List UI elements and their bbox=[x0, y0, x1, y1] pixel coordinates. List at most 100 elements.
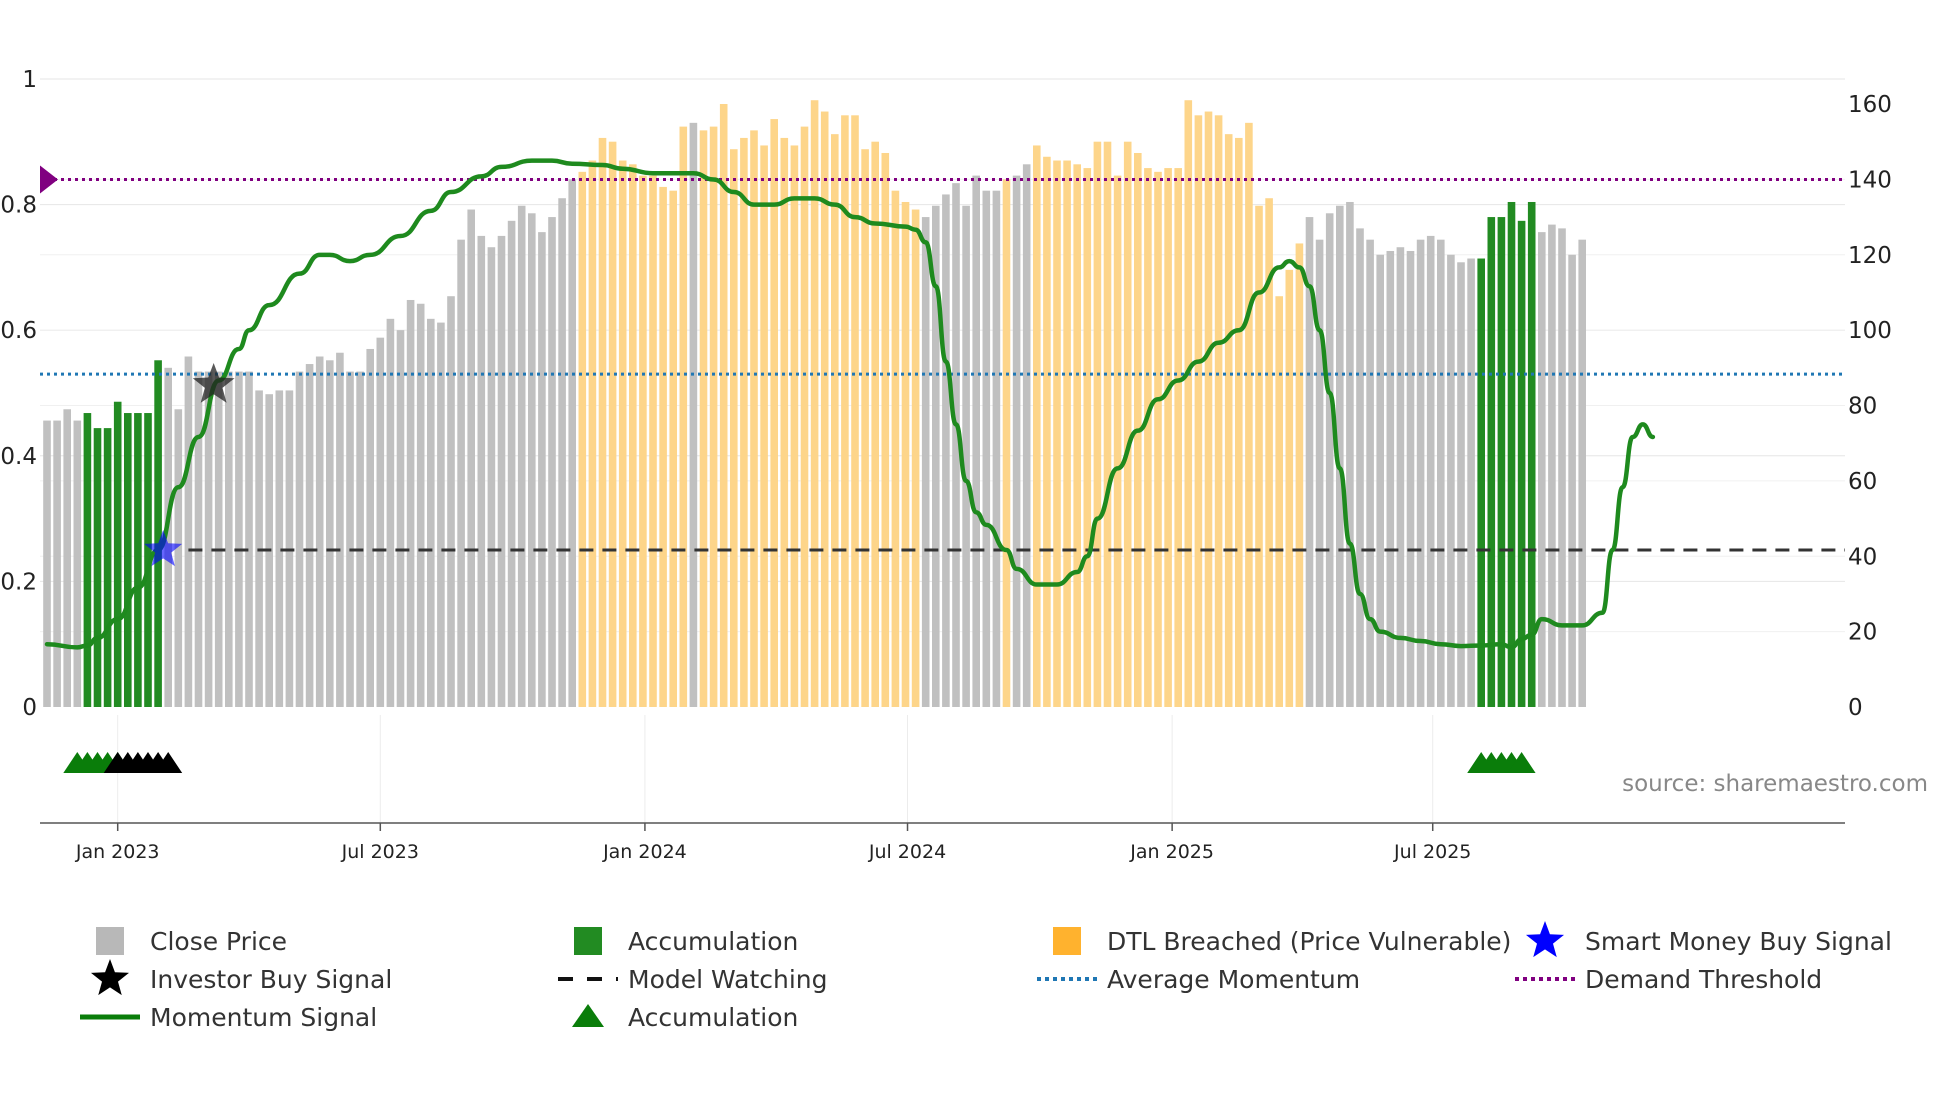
close-price-bar bbox=[295, 371, 304, 707]
dtl-breached-bar bbox=[618, 160, 627, 707]
close-price-bar bbox=[356, 371, 364, 707]
dtl-breached-bar bbox=[1123, 141, 1132, 707]
dtl-breached-bar bbox=[1033, 145, 1041, 708]
x-axis-tick-label: Jan 2025 bbox=[1129, 841, 1214, 863]
dtl-breached-bar bbox=[730, 149, 738, 708]
accumulation-bar bbox=[83, 413, 92, 707]
legend-label: Model Watching bbox=[628, 965, 828, 994]
dtl-breached-bar bbox=[1275, 296, 1283, 707]
right-axis-tick-label: 60 bbox=[1848, 469, 1877, 495]
reference-lines bbox=[40, 165, 1845, 552]
close-price-bar bbox=[366, 348, 374, 707]
close-price-bar bbox=[63, 409, 71, 707]
close-price-bar bbox=[53, 420, 61, 707]
close-price-bar bbox=[194, 371, 203, 707]
right-axis-tick-label: 20 bbox=[1848, 620, 1877, 646]
legend-icon-green-square bbox=[574, 927, 602, 955]
right-axis-tick-label: 40 bbox=[1848, 544, 1877, 570]
close-price-bar bbox=[1558, 228, 1566, 707]
dtl-breached-bar bbox=[841, 115, 849, 707]
close-price-bar bbox=[1386, 250, 1395, 707]
dtl-breached-bar bbox=[1285, 269, 1294, 707]
close-price-bar bbox=[689, 122, 698, 707]
close-price-bar bbox=[548, 217, 556, 707]
dtl-breached-bar bbox=[1194, 115, 1203, 707]
close-price-bar bbox=[477, 235, 486, 707]
dtl-breached-bar bbox=[1113, 175, 1122, 707]
x-axis: Jan 2023 Jul 2023 Jan 2024 Jul 2024 Jan 2025… bbox=[40, 822, 1845, 863]
close-price-bar bbox=[204, 371, 213, 707]
close-price-bar bbox=[1022, 164, 1031, 708]
dtl-breached-bar bbox=[1295, 243, 1304, 707]
accumulation-bar bbox=[1487, 217, 1496, 707]
close-price-bar bbox=[437, 322, 445, 707]
close-price-bar bbox=[528, 213, 536, 707]
price-bars bbox=[43, 100, 1586, 708]
dtl-breached-bar bbox=[871, 141, 879, 707]
left-axis: 0 0.2 0.4 0.6 0.8 1 bbox=[0, 67, 37, 721]
dtl-breached-bar bbox=[901, 201, 910, 708]
close-price-bar bbox=[507, 220, 516, 708]
close-price-bar bbox=[497, 235, 506, 707]
dtl-breached-bar bbox=[578, 171, 587, 707]
dtl-breached-bar bbox=[1043, 156, 1051, 707]
dtl-breached-bar bbox=[780, 137, 789, 707]
close-price-bar bbox=[568, 179, 576, 707]
close-price-bar bbox=[315, 356, 324, 707]
close-price-bar bbox=[326, 360, 334, 707]
dtl-breached-bar bbox=[831, 134, 839, 707]
dtl-breached-bar bbox=[800, 126, 809, 708]
right-axis-tick-label: 120 bbox=[1848, 243, 1892, 269]
left-axis-tick-label: 0.4 bbox=[0, 444, 37, 470]
dtl-breached-bar bbox=[669, 190, 677, 707]
close-price-bar bbox=[447, 296, 455, 707]
dtl-breached-bar bbox=[1224, 134, 1233, 707]
dtl-breached-bar bbox=[1053, 160, 1061, 707]
legend-label: DTL Breached (Price Vulnerable) bbox=[1107, 927, 1511, 956]
dtl-breached-bar bbox=[1204, 111, 1213, 708]
close-price-bar bbox=[1548, 224, 1556, 707]
close-price-bar bbox=[1315, 239, 1324, 708]
close-price-bar bbox=[396, 330, 405, 707]
close-price-bar bbox=[376, 337, 385, 707]
accumulation-bar bbox=[1527, 201, 1536, 708]
close-price-bar bbox=[1457, 262, 1465, 707]
close-price-bar bbox=[1376, 254, 1384, 707]
investor-buy-signal-star bbox=[192, 363, 235, 403]
dtl-breached-bar bbox=[679, 126, 688, 708]
dtl-breached-bar bbox=[1214, 115, 1223, 707]
dtl-breached-bar bbox=[1063, 160, 1071, 707]
close-price-bar bbox=[406, 299, 415, 707]
left-axis-tick-label: 0.8 bbox=[0, 193, 37, 219]
close-price-bar bbox=[174, 409, 183, 707]
dtl-breached-bar bbox=[588, 160, 597, 707]
accumulation-bar bbox=[1497, 217, 1506, 707]
signal-markers bbox=[144, 363, 235, 567]
legend-icon-green-triangle bbox=[572, 1004, 604, 1027]
legend-icon-blue-star bbox=[1525, 921, 1565, 958]
close-price-bar bbox=[1346, 201, 1354, 708]
accumulation-bar bbox=[144, 413, 152, 707]
close-price-bar bbox=[1336, 205, 1344, 707]
dtl-breached-bar bbox=[598, 137, 607, 707]
close-price-bar bbox=[517, 205, 526, 707]
close-price-bar bbox=[184, 356, 193, 707]
close-price-bar bbox=[1396, 247, 1405, 707]
right-axis-tick-label: 100 bbox=[1848, 318, 1892, 344]
dtl-breached-bar bbox=[740, 137, 748, 707]
dtl-breached-bar bbox=[851, 115, 859, 707]
dtl-breached-bar bbox=[790, 145, 799, 708]
dtl-breached-bar bbox=[891, 190, 900, 707]
close-price-bar bbox=[932, 205, 940, 707]
legend-label: Accumulation bbox=[628, 1003, 798, 1032]
close-price-bar bbox=[336, 352, 344, 707]
close-price-bar bbox=[275, 390, 284, 707]
legend-icon-grey-square bbox=[96, 927, 124, 955]
dtl-breached-bar bbox=[639, 175, 647, 707]
close-price-bar bbox=[457, 239, 465, 708]
accumulation-bar bbox=[154, 360, 162, 707]
right-axis-tick-label: 80 bbox=[1848, 394, 1877, 420]
x-axis-tick-label: Jan 2023 bbox=[75, 841, 160, 863]
demand-threshold-marker bbox=[40, 165, 58, 194]
dtl-breached-bar bbox=[699, 130, 708, 708]
